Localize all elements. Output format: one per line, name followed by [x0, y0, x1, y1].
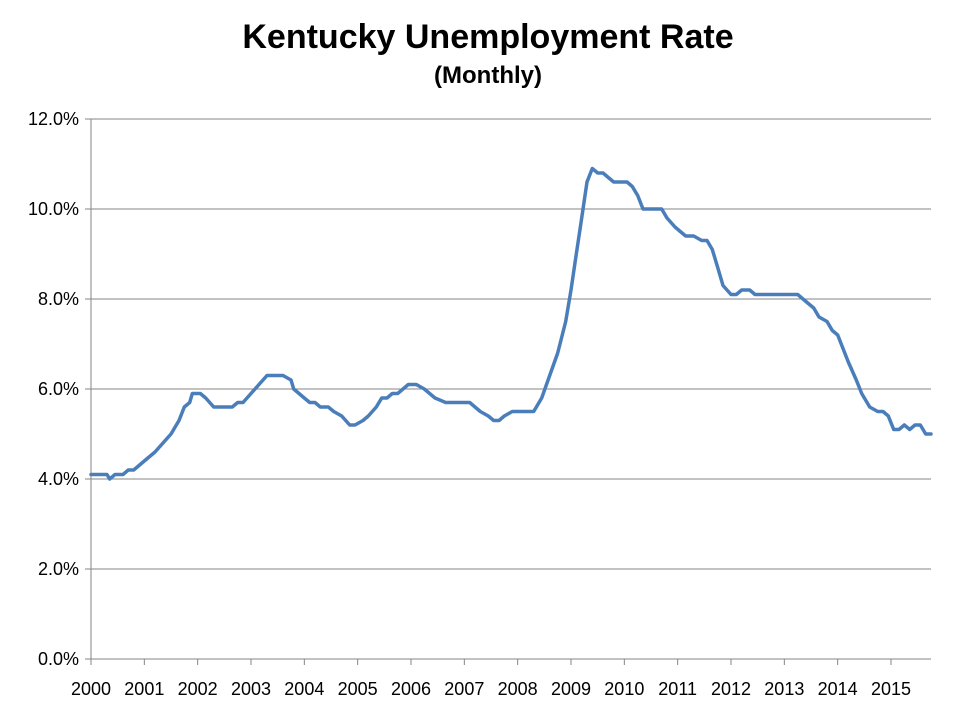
- x-tick-label: 2013: [764, 679, 804, 699]
- x-tick-label: 2004: [284, 679, 324, 699]
- x-tick-label: 2006: [391, 679, 431, 699]
- x-tick-label: 2010: [604, 679, 644, 699]
- x-tick-label: 2012: [711, 679, 751, 699]
- y-tick-label: 12.0%: [28, 109, 79, 129]
- series-line: [89, 166, 933, 481]
- chart-title: Kentucky Unemployment Rate: [242, 18, 734, 56]
- x-tick-label: 2009: [551, 679, 591, 699]
- y-tick-label: 6.0%: [38, 379, 79, 399]
- x-tick-label: 2002: [178, 679, 218, 699]
- x-tick-label: 2014: [818, 679, 858, 699]
- gridlines: [91, 118, 931, 570]
- x-tick-label: 2011: [658, 679, 697, 699]
- x-tick-label: 2008: [498, 679, 538, 699]
- x-tick-label: 2007: [444, 679, 484, 699]
- axes: [85, 118, 931, 665]
- y-tick-label: 0.0%: [38, 649, 79, 669]
- y-tick-label: 2.0%: [38, 559, 79, 579]
- x-tick-label: 2000: [71, 679, 111, 699]
- y-tick-label: 10.0%: [28, 199, 79, 219]
- x-tick-labels: 2000 2001 2002 2003 2004 2005 2006 2007 2008 2009…: [71, 679, 911, 699]
- y-tick-labels: 0.0% 2.0% 4.0% 6.0% 8.0% 10.0% 12.0%: [28, 109, 79, 669]
- x-tick-label: 2003: [231, 679, 271, 699]
- x-tick-label: 2005: [338, 679, 378, 699]
- x-tick-label: 2015: [871, 679, 911, 699]
- y-tick-label: 4.0%: [38, 469, 79, 489]
- series-layer: [89, 166, 933, 481]
- chart-subtitle: (Monthly): [434, 62, 542, 89]
- y-tick-label: 8.0%: [38, 289, 79, 309]
- x-tick-label: 2001: [124, 679, 164, 699]
